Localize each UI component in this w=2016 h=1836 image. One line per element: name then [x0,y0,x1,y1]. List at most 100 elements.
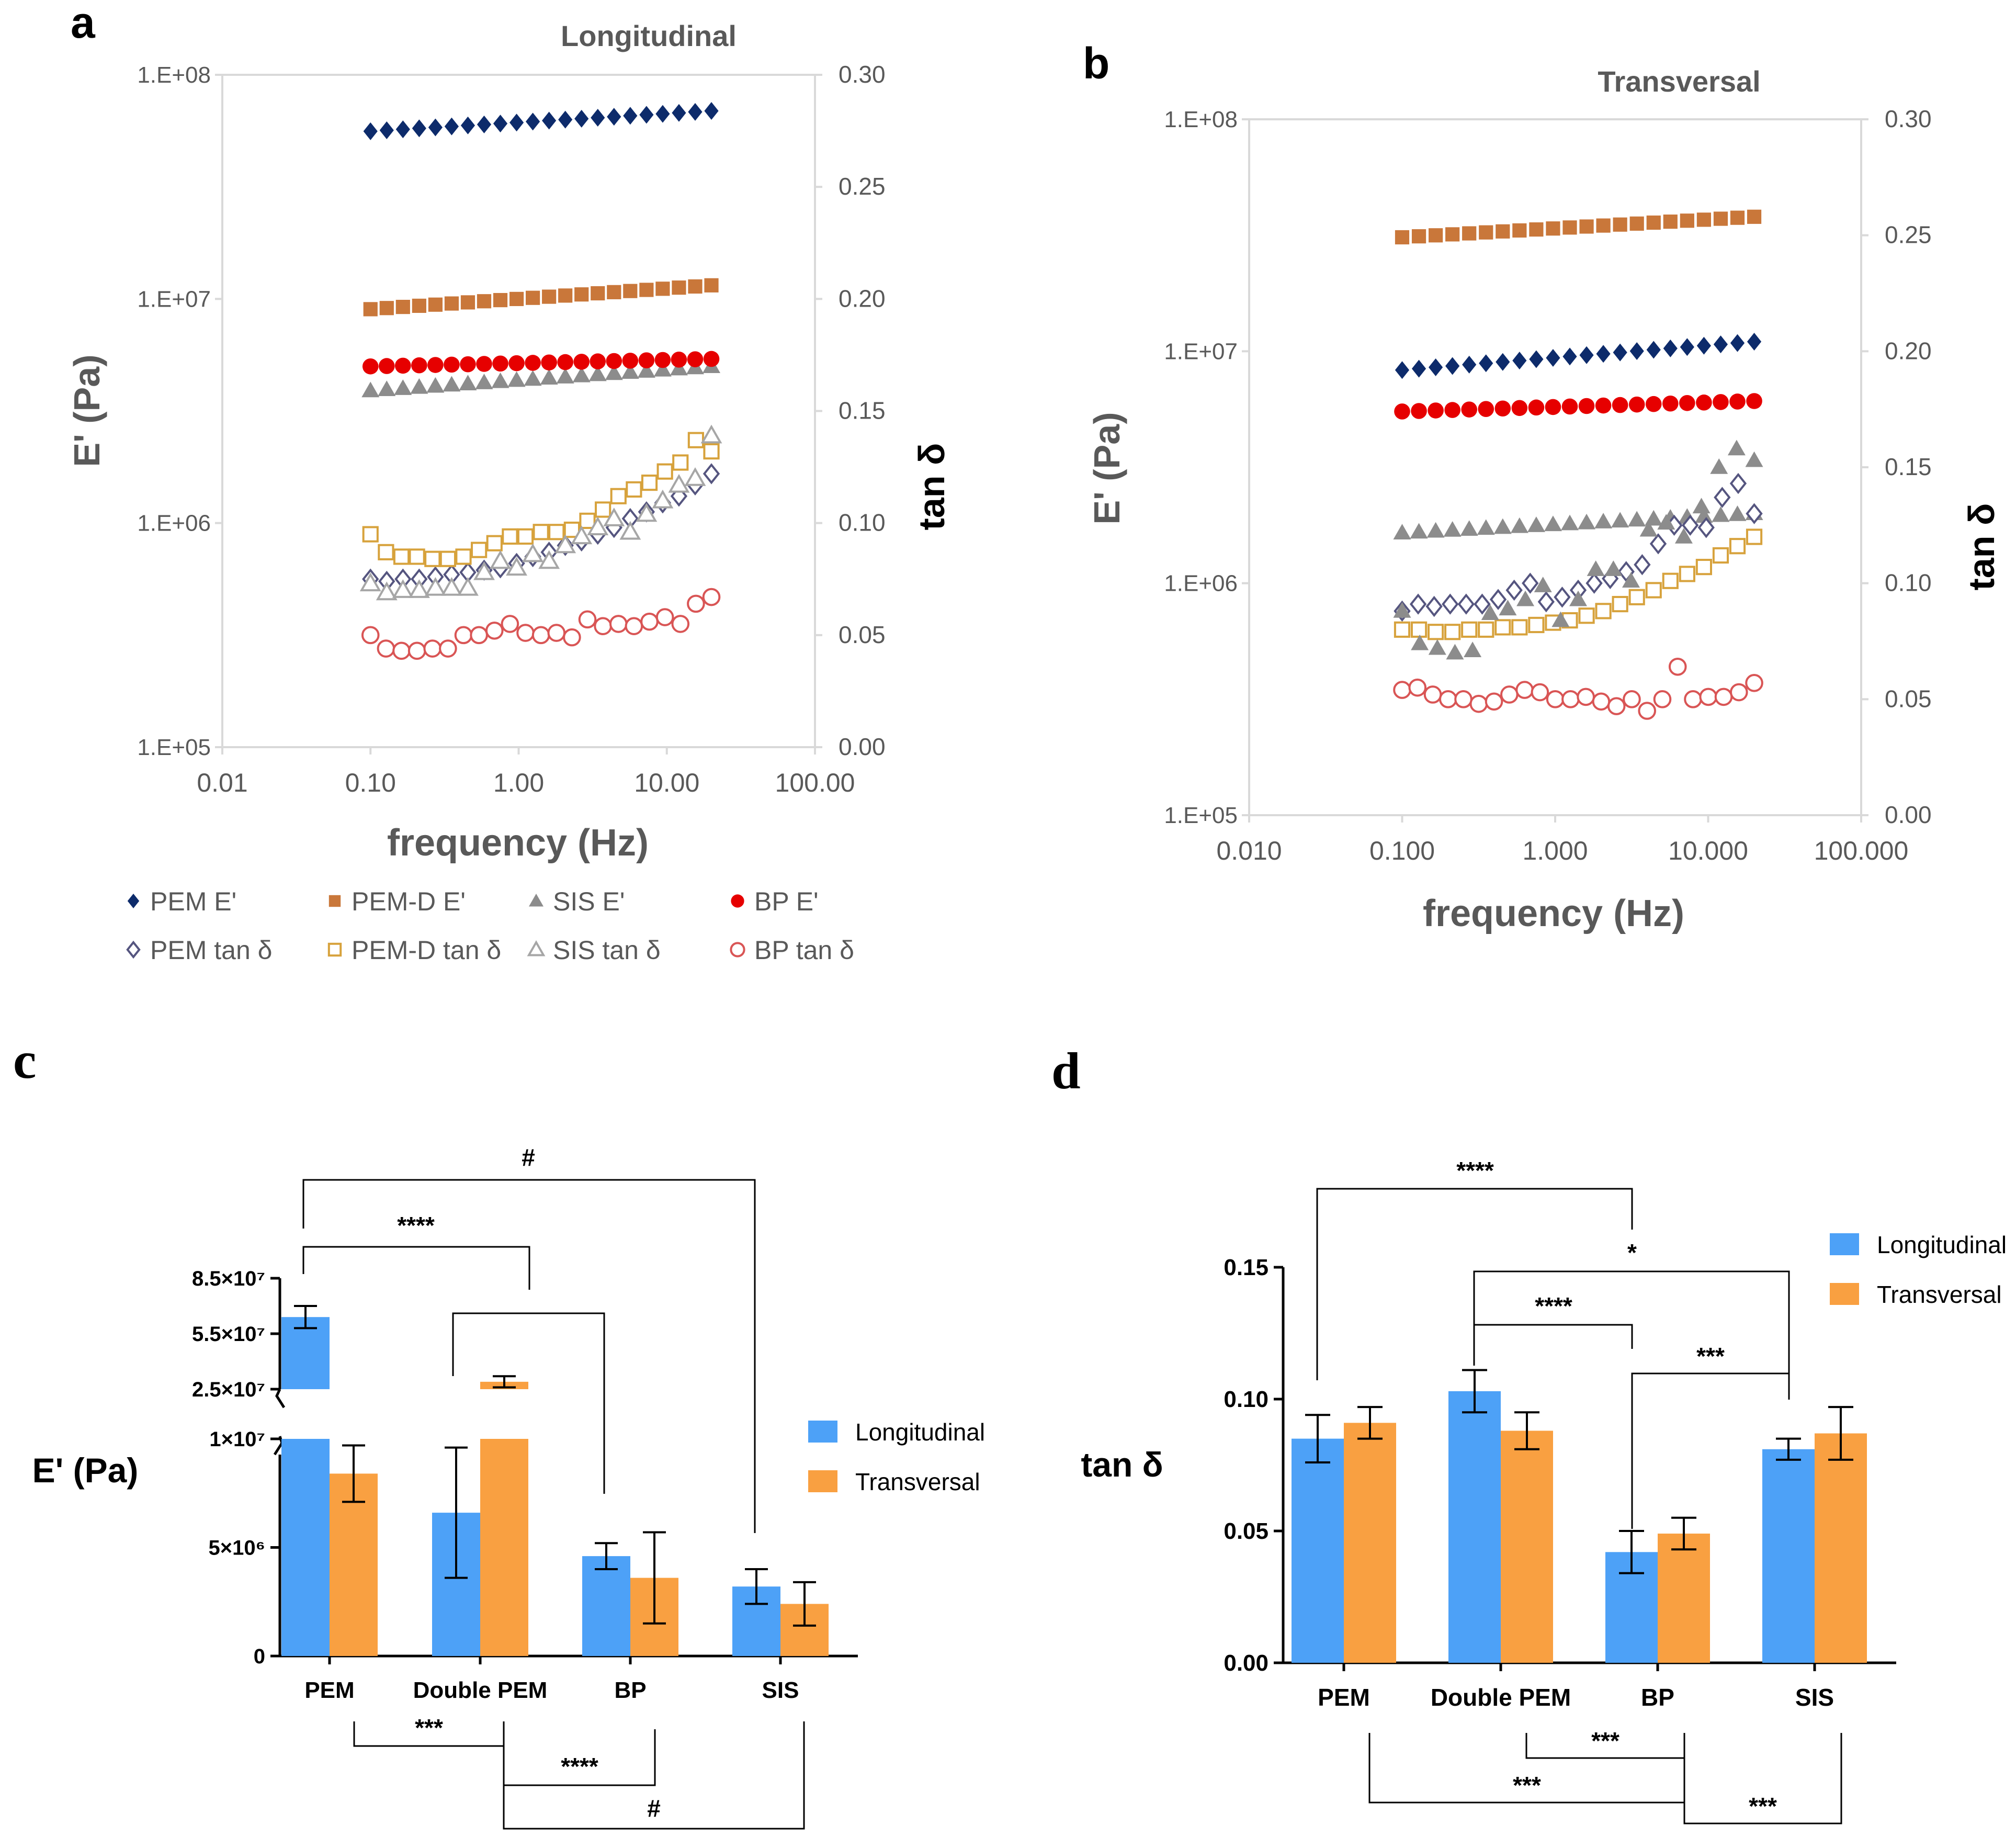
bp-e-point [1545,399,1561,415]
sis-tan-point [1692,498,1711,514]
bp-e-point [444,356,460,373]
x-tick-label: Double PEM [413,1677,548,1703]
bp-e-point [638,352,655,368]
x-tick-label: 10.00 [634,768,699,797]
series-sis-e [361,357,721,398]
panel-a-y2-ticks: 0.00 0.05 0.10 0.15 0.20 0.25 0.30 [815,61,886,760]
pem-e-point [1395,361,1410,379]
bar [1658,1534,1710,1663]
pem-d-e-point [607,285,621,299]
y-tick-label: 1.E+05 [1164,803,1238,828]
pem-tan-point [703,463,720,485]
pem-d-e-point [1629,216,1644,231]
bp-tan-point [655,608,674,626]
sis-tan-point [538,550,560,569]
bp-tan-point [1638,702,1657,720]
pem-e-point [1529,350,1544,368]
bp-tan-point [594,617,612,635]
panel-a-legend: PEM E' PEM-D E' SIS E' BP E' PEM tan δ PEM-D … [126,887,854,965]
pem-d-tan-point [626,481,642,498]
y-tick-label: 0 [254,1645,265,1668]
legend-item-bp-e: BP E' [731,887,819,916]
sis-tan-point [440,577,462,596]
pem-d-e-point [558,288,573,303]
bar-sis-transversal [780,1581,829,1656]
pem-d-tan-point [1628,589,1645,605]
pem-tan-point [1714,487,1731,508]
pem-tan-point [1442,593,1459,615]
bp-e-point [1746,393,1762,409]
legend-item-sis-tan: SIS tan δ [527,936,661,965]
bar [1815,1433,1867,1663]
sis-tan-point [1551,611,1570,627]
pem-d-tan-point [362,526,379,543]
pem-e-point [655,105,670,123]
pem-d-e-point [1429,228,1443,243]
pem-d-e-point [688,279,703,294]
sis-tan-point [700,424,722,444]
pem-d-tan-point [687,432,704,448]
bp-e-point [508,355,525,371]
pem-d-tan-point [703,443,720,460]
significance-label: *** [1749,1793,1777,1820]
panel-c-legend: Longitudinal Transversal [808,1418,985,1495]
bp-tan-point [516,624,535,642]
pem-tan-point [1746,503,1763,524]
pem-d-tan-point [1746,528,1763,545]
bp-tan-point [407,641,426,660]
bar-bp-longitudinal [582,1542,630,1656]
sis-e-point [605,364,623,380]
sis-e-point [1426,522,1445,538]
bracket-line [302,1246,530,1290]
bp-tan-point [377,639,395,658]
bp-tan-point [1745,674,1763,692]
pem-e-point [607,108,621,126]
sis-tan-point [1745,451,1763,467]
y2-tick-label: 0.10 [1885,569,1932,596]
y2-tick-label: 0.05 [1885,685,1932,712]
sis-e-point [1527,516,1545,532]
bp-e-point [1696,395,1712,411]
pem-e-point [688,103,703,121]
pem-d-tan-point [579,512,596,529]
pem-d-e-point [526,290,540,305]
bracket-double-pem-sis-bottom: # [503,1721,805,1830]
pem-tan-point [1729,472,1747,494]
bp-e-point [1461,401,1478,418]
pem-d-e-point [639,283,654,297]
sis-e-point [426,377,445,393]
panel-c-label: c [13,1031,36,1089]
bp-e-point [606,353,622,369]
pem-d-e-point [623,284,638,298]
bp-tan-point [1577,688,1595,706]
pem-d-e-point [1512,223,1527,238]
bp-tan-point [1439,690,1457,708]
bar-sis-longitudinal [1762,1437,1815,1663]
sis-e-point [588,365,607,381]
bp-tan-point [1653,690,1672,708]
y-tick-label: 1.E+08 [1164,107,1238,132]
pem-d-tan-point [1662,572,1679,589]
pem-e-point [460,116,475,134]
panel-a-y-ticks: 1.E+05 1.E+06 1.E+07 1.E+08 [137,62,222,760]
y2-tick-label: 0.05 [839,621,886,648]
sis-e-point [540,369,558,385]
sis-tan-point [619,521,641,540]
pem-e-point [363,122,378,140]
sis-e-point [459,375,477,391]
pem-d-e-point [379,301,394,316]
legend-item-longitudinal: Longitudinal [1830,1231,2007,1258]
bp-tan-point [609,615,628,633]
bar-bp-transversal [630,1531,678,1656]
bracket-line [1473,1324,1633,1349]
bar-sis-longitudinal [732,1568,780,1656]
sis-tan-point [684,467,706,486]
legend-label: PEM-D E' [352,887,466,916]
pem-e-point [444,117,459,136]
axis-break-upper [275,1388,286,1409]
x-tick-label: SIS [1795,1684,1834,1711]
pem-tan-point [1634,554,1651,576]
series-longitudinal [281,1305,780,1656]
x-tick-label: 0.100 [1369,836,1435,865]
bp-tan-point [1714,688,1733,706]
